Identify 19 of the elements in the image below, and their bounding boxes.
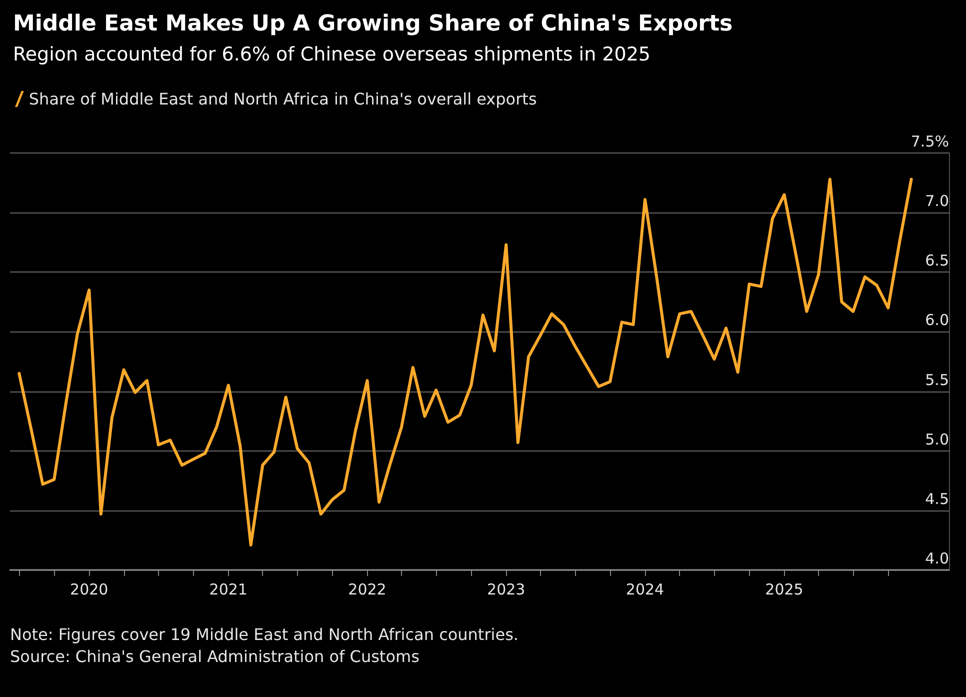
y-tick-label: 6.5 <box>925 252 949 270</box>
x-tick-label: 2023 <box>487 580 526 598</box>
x-tick-label: 2021 <box>209 580 248 598</box>
source-note: Source: China's General Administration of Customs <box>10 646 420 668</box>
chart-title: Middle East Makes Up A Growing Share of China's Exports <box>13 12 733 36</box>
y-tick-label: 4.0 <box>925 550 949 568</box>
y-tick-label: 5.5 <box>925 370 949 389</box>
chart-subtitle: Region accounted for 6.6% of Chinese overseas shipments in 2025 <box>13 44 651 66</box>
legend-label: Share of Middle East and North Africa in China's overall exports <box>28 90 537 108</box>
text: Note: Figures cover 19 Middle East and North African countries. <box>10 624 518 646</box>
y-tick-label: 6.0 <box>925 311 949 330</box>
x-tick-label: 2022 <box>348 580 386 598</box>
y-tick-label: 7.0 <box>925 192 949 210</box>
x-tick-label: 2020 <box>70 580 108 598</box>
y-tick-label: 4.5 <box>925 490 949 508</box>
y-tick-label: 5.0 <box>925 430 949 448</box>
x-tick-label: 2025 <box>765 580 804 598</box>
x-tick-label: 2024 <box>626 580 664 598</box>
y-tick-label: 7.5% <box>910 132 949 150</box>
